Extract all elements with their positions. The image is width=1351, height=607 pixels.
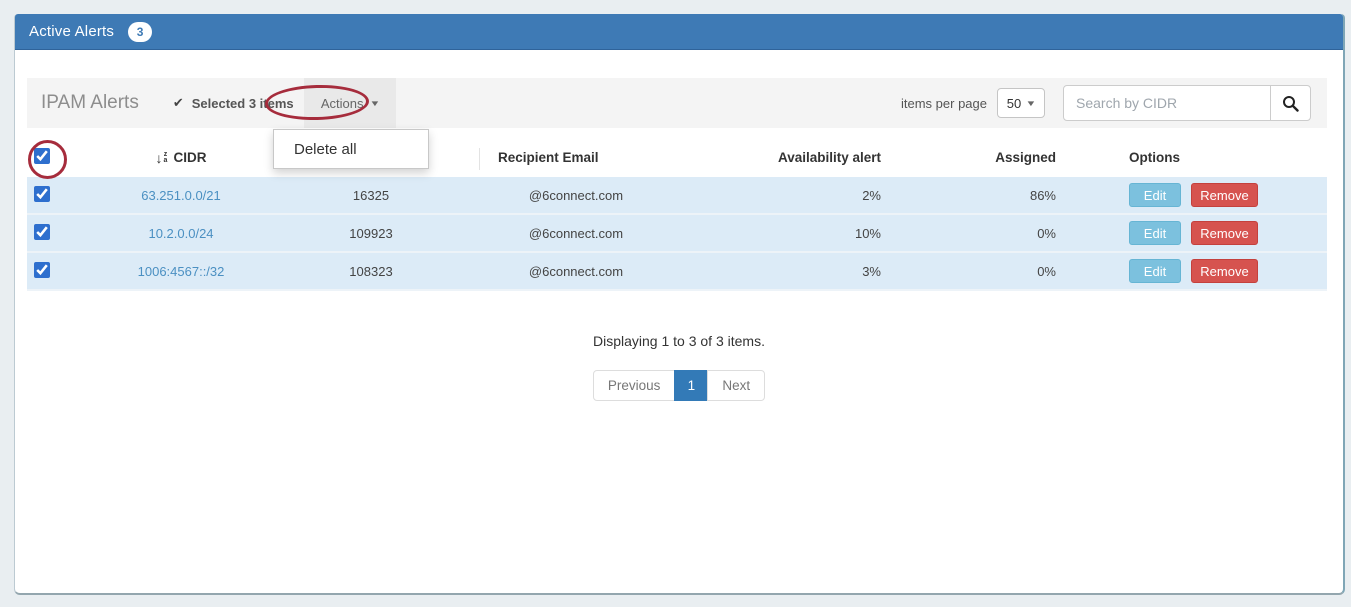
edit-button[interactable]: Edit (1129, 221, 1181, 245)
row-checkbox[interactable] (34, 223, 50, 240)
column-header-assigned: Assigned (995, 150, 1056, 165)
panel-header: Active Alerts 3 (15, 14, 1343, 50)
toolbar-title: IPAM Alerts (41, 92, 139, 113)
remove-button[interactable]: Remove (1191, 221, 1258, 245)
assigned-cell: 86% (1029, 187, 1056, 203)
actions-dropdown-menu: Delete all (273, 129, 429, 169)
caret-down-icon: ▼ (1025, 98, 1037, 108)
selected-items-label: Selected 3 items (191, 95, 294, 111)
pagination: Previous 1 Next (15, 370, 1343, 401)
assigned-cell: 0% (1037, 263, 1056, 279)
remove-button[interactable]: Remove (1191, 259, 1258, 283)
search-icon (1283, 95, 1299, 112)
email-cell: @6connect.com (528, 187, 624, 203)
select-all-checkbox[interactable] (34, 148, 50, 164)
edit-button[interactable]: Edit (1129, 259, 1181, 283)
code-cell: 16325 (352, 187, 390, 203)
panel-body: IPAM Alerts ✔ Selected 3 items Actions ▼… (15, 50, 1343, 401)
caret-down-icon: ▼ (368, 98, 381, 108)
code-cell: 108323 (349, 263, 393, 279)
table-row: 10.2.0.0/24 109923 @6connect.com 10% 0% … (27, 215, 1327, 253)
selection-status: ✔ Selected 3 items (173, 95, 294, 111)
page-title: Active Alerts (29, 23, 115, 40)
table-toolbar: IPAM Alerts ✔ Selected 3 items Actions ▼… (27, 78, 1327, 128)
pagination-page-1[interactable]: 1 (674, 370, 709, 401)
search-input[interactable] (1063, 85, 1271, 121)
sort-alpha-desc-icon: ↓ z a (155, 149, 168, 166)
availability-cell: 3% (862, 263, 881, 279)
row-checkbox[interactable] (34, 261, 50, 278)
actions-button[interactable]: Actions ▼ (303, 78, 396, 128)
column-header-cidr[interactable]: ↓ z a CIDR (91, 150, 271, 165)
assigned-cell: 0% (1037, 225, 1056, 241)
edit-button[interactable]: Edit (1129, 183, 1181, 207)
availability-cell: 2% (862, 187, 881, 203)
remove-button[interactable]: Remove (1191, 183, 1258, 207)
menu-item-delete-all[interactable]: Delete all (294, 140, 357, 158)
table-header-row: ↓ z a CIDR Recipient Email Availability … (27, 138, 1327, 177)
email-cell: @6connect.com (528, 225, 624, 241)
row-checkbox[interactable] (34, 185, 50, 202)
column-header-cidr-label: CIDR (173, 150, 207, 165)
availability-cell: 10% (854, 225, 881, 241)
column-header-availability: Availability alert (777, 150, 881, 165)
cidr-link[interactable]: 10.2.0.0/24 (148, 225, 214, 241)
alert-count-badge: 3 (128, 21, 153, 42)
items-per-page-select[interactable]: 50 ▼ (997, 88, 1045, 118)
check-icon: ✔ (172, 95, 184, 110)
active-alerts-panel: Active Alerts 3 IPAM Alerts ✔ Selected 3… (14, 14, 1345, 595)
select-all-cell (27, 148, 91, 167)
items-per-page-value: 50 (1006, 95, 1022, 111)
paging-summary: Displaying 1 to 3 of 3 items. (593, 333, 765, 349)
pagination-next[interactable]: Next (707, 370, 766, 401)
column-header-options: Options (1129, 150, 1180, 165)
cidr-link[interactable]: 63.251.0.0/21 (141, 187, 221, 203)
table-row: 1006:4567::/32 108323 @6connect.com 3% 0… (27, 253, 1327, 291)
pagination-previous[interactable]: Previous (592, 370, 676, 401)
items-per-page-label: items per page (901, 95, 987, 111)
table-row: 63.251.0.0/21 16325 @6connect.com 2% 86%… (27, 177, 1327, 215)
cidr-link[interactable]: 1006:4567::/32 (137, 263, 225, 279)
email-cell: @6connect.com (528, 263, 624, 279)
search-group (1063, 85, 1311, 121)
code-cell: 109923 (349, 225, 393, 241)
search-button[interactable] (1270, 85, 1311, 121)
actions-button-label: Actions (320, 95, 364, 111)
column-header-recipient-email: Recipient Email (471, 148, 681, 170)
